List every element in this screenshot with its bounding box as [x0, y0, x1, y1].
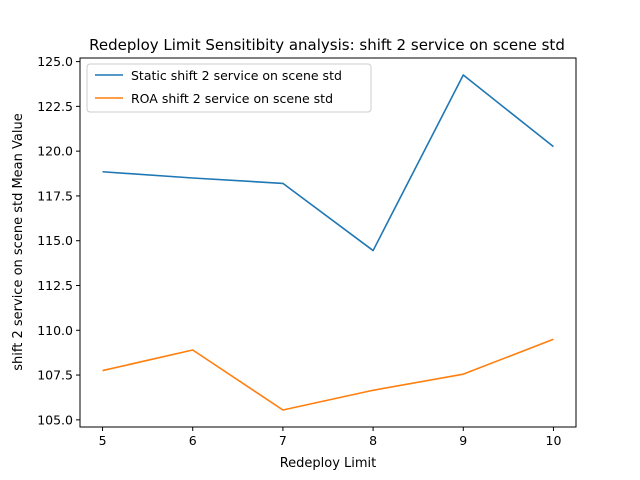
legend: Static shift 2 service on scene std ROA …	[86, 63, 372, 113]
legend-label-roa: ROA shift 2 service on scene std	[131, 91, 333, 106]
y-tick-label: 117.5	[37, 188, 73, 203]
plot-frame	[79, 57, 577, 428]
y-axis-label: shift 2 service on scene std Mean Value	[11, 113, 26, 370]
x-tick-label: 8	[369, 433, 377, 448]
chart-title: Redeploy Limit Sensitibity analysis: shi…	[89, 36, 565, 54]
y-tick-label: 125.0	[37, 54, 73, 69]
y-tick-label: 120.0	[37, 144, 73, 159]
y-tick-label: 105.0	[37, 412, 73, 427]
legend-label-static: Static shift 2 service on scene std	[131, 68, 342, 83]
y-tick-label: 107.5	[37, 368, 73, 383]
x-tick-label: 10	[546, 433, 562, 448]
x-axis-label: Redeploy Limit	[280, 456, 377, 471]
series-line-static	[102, 74, 554, 252]
x-tick-label: 6	[189, 433, 197, 448]
x-tick-label: 9	[459, 433, 467, 448]
x-tick-label: 5	[99, 433, 107, 448]
series-line-roa	[102, 338, 554, 411]
legend-box	[86, 63, 372, 113]
y-tick-label: 112.5	[37, 278, 73, 293]
y-tick-label: 115.0	[37, 233, 73, 248]
series-layer	[102, 74, 554, 411]
x-tick-label: 7	[279, 433, 287, 448]
y-tick-label: 110.0	[37, 323, 73, 338]
y-tick-label: 122.5	[37, 99, 73, 114]
x-axis-ticks: 5 6 7 8 9 10	[99, 427, 562, 448]
y-axis-ticks: 105.0 107.5 110.0 112.5 115.0 117.5 120.0 122.5…	[37, 54, 80, 427]
